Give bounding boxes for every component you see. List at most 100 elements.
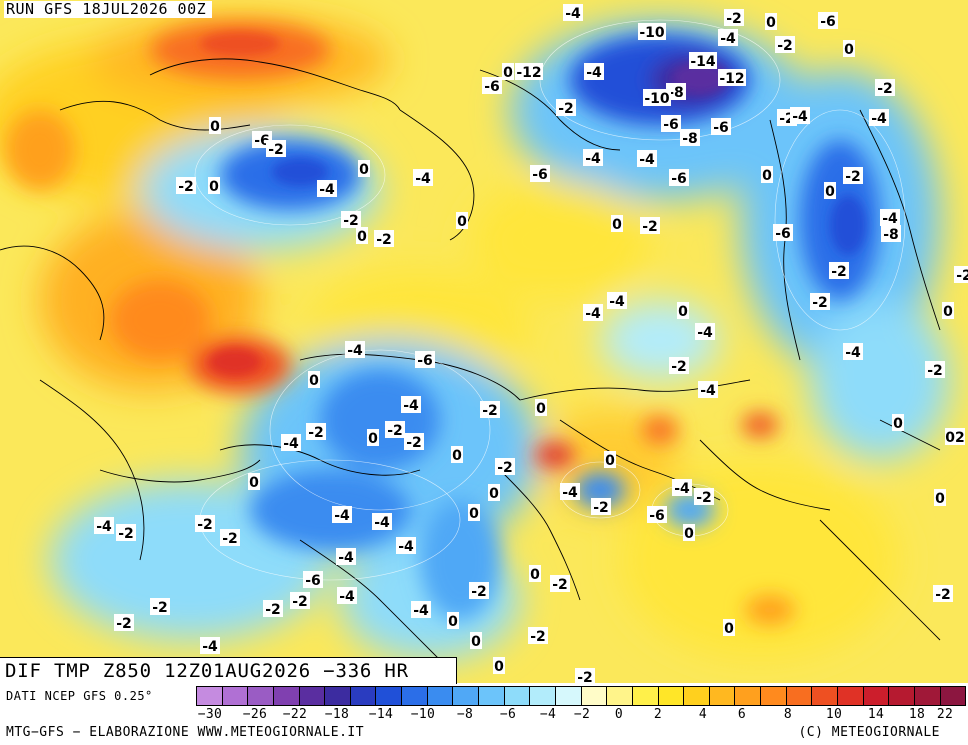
svg-text:-2: -2	[152, 600, 168, 616]
contour-label: 0	[843, 40, 855, 58]
svg-text:0: 0	[935, 491, 945, 507]
contour-label: 0	[493, 657, 505, 675]
svg-text:-6: -6	[254, 133, 270, 149]
svg-text:-4: -4	[882, 211, 898, 227]
svg-text:-2: -2	[265, 602, 281, 618]
svg-text:-8: -8	[883, 227, 899, 243]
contour-label: -4	[94, 517, 114, 535]
svg-text:-8: -8	[682, 131, 698, 147]
svg-text:-4: -4	[697, 325, 713, 341]
svg-text:-6: -6	[417, 353, 433, 369]
legend-tick-label: 18	[908, 707, 926, 722]
contour-label: -10	[643, 89, 671, 107]
contour-label: 0	[358, 160, 370, 178]
contour-label: -2	[925, 361, 945, 379]
svg-text:-2: -2	[343, 213, 359, 229]
legend-swatch	[504, 686, 531, 706]
svg-text:-2: -2	[593, 500, 609, 516]
svg-text:-2: -2	[197, 517, 213, 533]
legend-swatch	[889, 686, 915, 706]
contour-label: -2	[114, 614, 134, 632]
legend-swatch	[607, 686, 633, 706]
contour-label: -2	[556, 99, 576, 117]
contour-label: 0	[488, 484, 500, 502]
contour-label: 0	[208, 177, 220, 195]
svg-text:-10: -10	[644, 91, 670, 107]
svg-text:-4: -4	[585, 151, 601, 167]
contour-label: 0	[761, 166, 773, 184]
svg-text:-2: -2	[118, 526, 134, 542]
contour-label: -4	[317, 180, 337, 198]
svg-text:0: 0	[762, 168, 772, 184]
contour-label: -2	[374, 230, 394, 248]
contour-label: -4	[880, 209, 900, 227]
svg-text:-4: -4	[415, 171, 431, 187]
contour-label: -2	[116, 524, 136, 542]
svg-text:0: 0	[210, 119, 220, 135]
footer-copyright: (C) METEOGIORNALE	[798, 725, 940, 740]
svg-text:-4: -4	[413, 603, 429, 619]
svg-text:0: 0	[724, 621, 734, 637]
legend-swatch	[632, 686, 659, 706]
contour-label: -6	[482, 77, 502, 95]
contour-label: 0	[765, 13, 777, 31]
legend-swatch	[761, 686, 787, 706]
svg-text:-2: -2	[558, 101, 574, 117]
contour-label: -2	[290, 592, 310, 610]
svg-text:-4: -4	[639, 152, 655, 168]
svg-text:-6: -6	[713, 120, 729, 136]
contour-label: 0	[356, 227, 368, 245]
svg-text:-6: -6	[663, 117, 679, 133]
contour-label: -6	[818, 12, 838, 30]
contour-label: -4	[345, 341, 365, 359]
legend-tick-label: 8	[783, 707, 793, 722]
svg-text:-2: -2	[696, 490, 712, 506]
run-label: RUN GFS 18JUL2026 00Z	[4, 1, 213, 18]
svg-text:0: 0	[612, 217, 622, 233]
legend-tick-label: 2	[653, 707, 663, 722]
contour-label: 0	[934, 489, 946, 507]
legend-swatch	[299, 686, 326, 706]
contour-label: 0	[367, 429, 379, 447]
legend-tick-label: −4	[539, 707, 557, 722]
legend-swatch	[196, 686, 223, 706]
svg-text:-12: -12	[719, 71, 744, 87]
svg-text:0: 0	[471, 634, 481, 650]
map-title-box: DIF TMP Z850 12Z01AUG2026 −336 HR	[0, 657, 457, 684]
color-legend	[196, 686, 967, 706]
contour-label: -4	[401, 396, 421, 414]
contour-label: 0	[209, 117, 221, 135]
svg-text:0: 0	[825, 184, 835, 200]
svg-text:-2: -2	[178, 179, 194, 195]
contour-label: -2	[150, 598, 170, 616]
svg-text:02: 02	[945, 430, 964, 446]
legend-swatch	[735, 686, 762, 706]
legend-swatch	[376, 686, 403, 706]
contour-label: 0	[447, 612, 459, 630]
contour-label: 0	[535, 399, 547, 417]
svg-text:-4: -4	[347, 343, 363, 359]
contour-label: -4	[372, 513, 392, 531]
contour-label: 0	[723, 619, 735, 637]
contour-label: -2	[341, 211, 361, 229]
contour-label: -4	[332, 506, 352, 524]
legend-swatch	[222, 686, 249, 706]
svg-text:-2: -2	[831, 264, 847, 280]
contour-label: -2	[591, 498, 611, 516]
legend-swatch	[658, 686, 685, 706]
svg-text:0: 0	[457, 214, 467, 230]
svg-text:-4: -4	[585, 306, 601, 322]
legend-swatch	[273, 686, 300, 706]
contour-label: -2	[810, 293, 830, 311]
svg-text:-4: -4	[562, 485, 578, 501]
svg-text:-2: -2	[812, 295, 828, 311]
svg-text:-4: -4	[96, 519, 112, 535]
legend-swatch	[940, 686, 967, 706]
contour-label: -2	[176, 177, 196, 195]
legend-swatch	[479, 686, 505, 706]
contour-label: -8	[680, 129, 700, 147]
contour-label: -4	[607, 292, 627, 310]
contour-label: -2	[385, 421, 405, 439]
legend-tick-label: −14	[368, 707, 394, 722]
svg-text:0: 0	[605, 453, 615, 469]
